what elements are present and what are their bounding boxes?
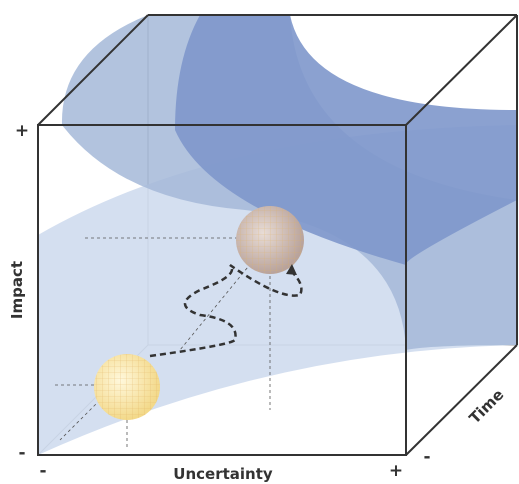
- impact-label: Impact: [8, 261, 26, 319]
- sphere-start-grid: [94, 354, 160, 420]
- sphere-end-grid: [236, 206, 304, 274]
- uncertainty-label: Uncertainty: [173, 465, 273, 483]
- impact-plus: +: [15, 121, 29, 141]
- time-minus: -: [423, 447, 430, 467]
- uncertainty-minus: -: [39, 461, 46, 481]
- cube-diagram: + - Impact - Uncertainty + Time -: [0, 0, 519, 484]
- uncertainty-plus: +: [389, 461, 403, 481]
- impact-minus: -: [18, 443, 25, 463]
- time-label: Time: [466, 386, 508, 428]
